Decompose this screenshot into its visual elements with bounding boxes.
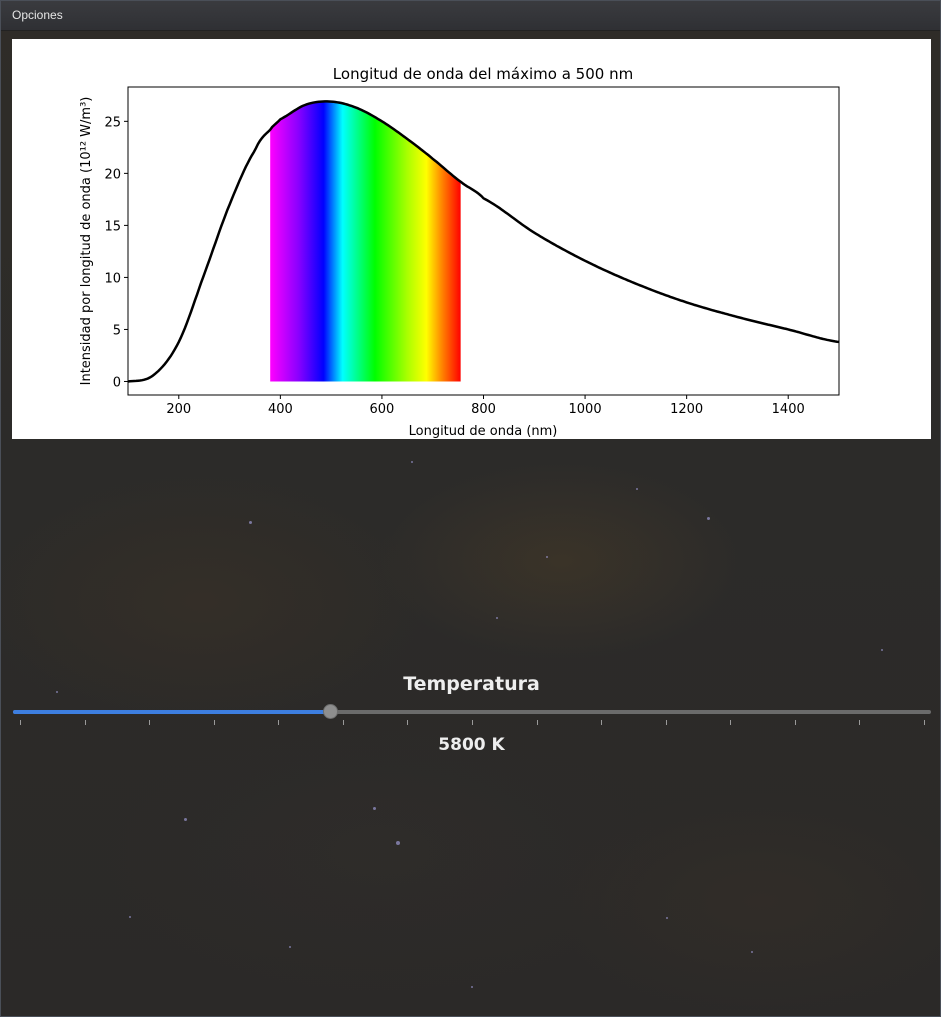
y-axis-label: Intensidad por longitud de onda (10¹² W/… xyxy=(79,97,94,386)
background-star xyxy=(881,649,883,651)
slider-tick xyxy=(794,720,796,725)
slider-tick xyxy=(407,720,409,725)
slider-groove[interactable] xyxy=(13,710,931,714)
background-star xyxy=(396,841,400,845)
temperature-label: Temperatura xyxy=(403,673,540,695)
spectrum-chart: Longitud de onda del máximo a 500 nm 200… xyxy=(79,65,840,439)
slider-tick xyxy=(84,720,86,725)
slider-tick xyxy=(859,720,861,725)
slider-tick xyxy=(278,720,280,725)
temperature-value: 5800 K xyxy=(438,735,505,755)
planck-curve xyxy=(128,100,839,383)
slider-tick xyxy=(20,720,21,725)
background-star xyxy=(546,556,548,558)
slider-tick xyxy=(342,720,344,725)
x-tick-label: 600 xyxy=(370,402,395,417)
x-tick-label: 200 xyxy=(166,402,191,417)
slider-tick xyxy=(601,720,603,725)
background-star xyxy=(249,521,252,524)
slider-tick xyxy=(149,720,151,725)
background-star xyxy=(184,818,187,821)
x-tick-label: 800 xyxy=(471,402,496,417)
window-title: Opciones xyxy=(12,8,63,22)
plot-frame xyxy=(127,86,840,396)
background-star xyxy=(751,951,753,953)
window-titlebar[interactable]: Opciones xyxy=(1,1,940,31)
x-tick-label: 1200 xyxy=(670,402,703,417)
x-axis-label: Longitud de onda (nm) xyxy=(409,424,558,439)
slider-tick xyxy=(924,720,925,725)
x-tick-label: 1000 xyxy=(569,402,602,417)
chart-title: Longitud de onda del máximo a 500 nm xyxy=(333,65,633,83)
slider-tick xyxy=(213,720,215,725)
background-star xyxy=(666,917,668,919)
y-tick-label: 20 xyxy=(104,167,121,182)
y-tick-label: 15 xyxy=(104,219,121,234)
background-star xyxy=(471,986,473,988)
background-star xyxy=(636,488,638,490)
y-tick-label: 10 xyxy=(104,271,121,286)
y-tick-label: 5 xyxy=(113,323,121,338)
y-tick-label: 0 xyxy=(113,375,121,390)
slider-handle[interactable] xyxy=(322,704,338,719)
slider-tick xyxy=(665,720,667,725)
background-star xyxy=(411,461,413,463)
x-tick-label: 400 xyxy=(268,402,293,417)
x-tick-label: 1400 xyxy=(772,402,805,417)
background-star xyxy=(496,617,498,619)
background-star xyxy=(129,916,131,918)
slider-tick xyxy=(730,720,732,725)
temperature-slider[interactable] xyxy=(13,701,931,731)
background-star xyxy=(56,691,58,693)
spectrum-plot: Longitud de onda del máximo a 500 nm 200… xyxy=(12,39,931,439)
slider-tick xyxy=(536,720,538,725)
background-star xyxy=(289,946,291,948)
slider-tick xyxy=(472,720,473,725)
background-star xyxy=(373,807,376,810)
y-tick-label: 25 xyxy=(104,115,121,130)
background-star xyxy=(707,517,710,520)
slider-filled-track xyxy=(13,710,330,714)
visible-spectrum-fill xyxy=(270,101,461,382)
